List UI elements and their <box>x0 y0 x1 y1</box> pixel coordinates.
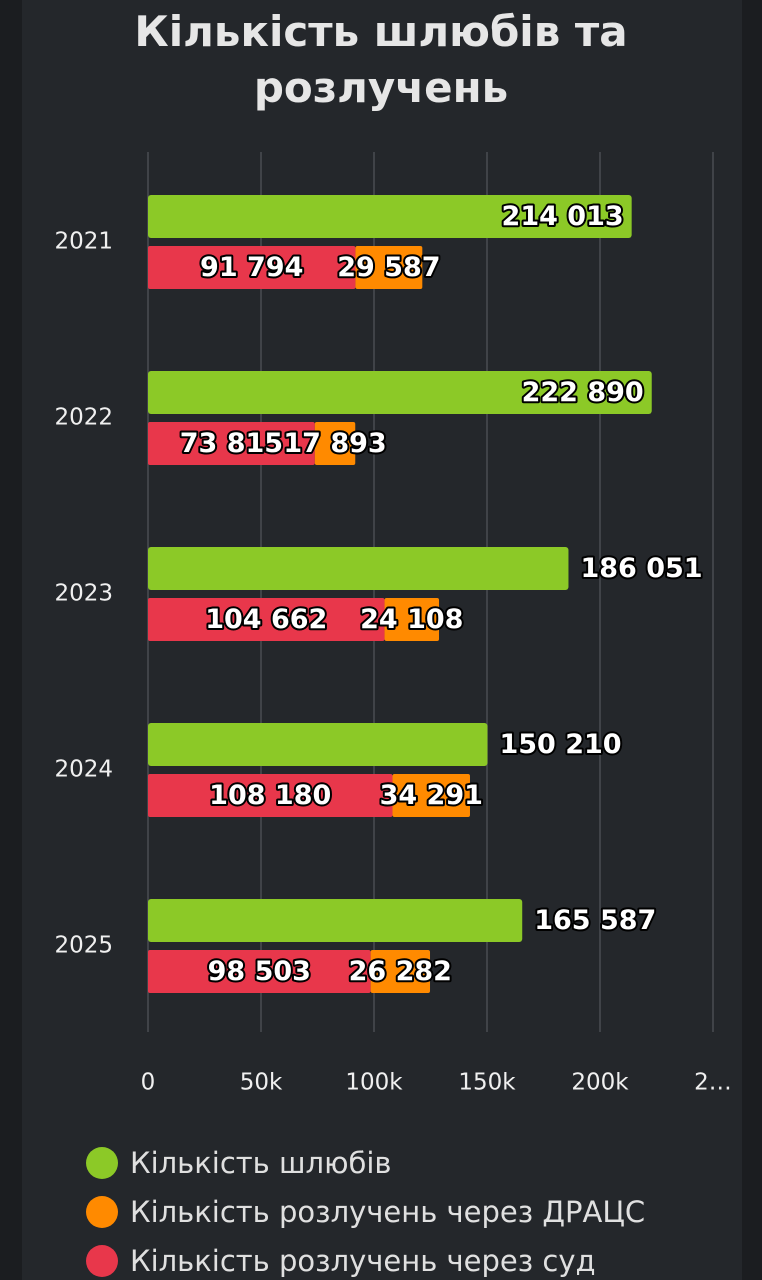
bar-segment <box>392 774 470 817</box>
bar-segment <box>355 246 423 289</box>
bar-segment <box>148 598 385 641</box>
bar-value-label: 165 587 <box>534 905 656 936</box>
x-tick-label: 0 <box>141 1070 156 1096</box>
bar-segment <box>148 774 393 817</box>
bar-value-label: 29 587 <box>337 252 440 283</box>
bar-segment <box>148 422 315 465</box>
legend-label: Кількість розлучень через суд <box>130 1244 596 1278</box>
x-tick-label: 200k <box>571 1070 629 1096</box>
legend-marker <box>86 1147 118 1179</box>
bar-segment <box>384 598 440 641</box>
bar-segment <box>370 950 431 993</box>
x-tick-label: 2… <box>694 1070 732 1096</box>
x-tick-label: 50k <box>240 1070 283 1096</box>
y-tick-label: 2021 <box>54 229 113 255</box>
bar <box>148 547 569 590</box>
bar-segment <box>314 422 356 465</box>
legend-marker <box>86 1196 118 1228</box>
bar-value-label: 73 815 <box>180 428 283 459</box>
bar-value-label: 17 893 <box>283 428 386 459</box>
legend-label: Кількість розлучень через ДРАЦС <box>130 1195 645 1229</box>
bar-value-label: 34 291 <box>380 780 483 811</box>
legend-marker <box>86 1245 118 1277</box>
y-tick-label: 2025 <box>54 933 113 959</box>
bar <box>148 899 523 942</box>
bar <box>148 195 632 238</box>
bar-value-label: 104 662 <box>205 604 327 635</box>
bar-value-label: 108 180 <box>209 780 331 811</box>
bar-value-label: 24 108 <box>360 604 463 635</box>
bar-value-label: 91 794 <box>200 252 303 283</box>
bar-value-label: 214 013 <box>502 201 624 232</box>
bar-value-label: 222 890 <box>522 377 644 408</box>
legend-label: Кількість шлюбів <box>130 1146 392 1180</box>
bar-value-label: 150 210 <box>499 729 621 760</box>
y-tick-label: 2022 <box>54 405 113 431</box>
bar <box>148 723 488 766</box>
bar-value-label: 26 282 <box>349 956 452 987</box>
x-tick-label: 150k <box>458 1070 516 1096</box>
bar <box>148 371 652 414</box>
bar-segment <box>148 246 356 289</box>
bar-segment <box>148 950 371 993</box>
bar-value-label: 186 051 <box>580 553 702 584</box>
y-tick-label: 2023 <box>54 581 113 607</box>
x-tick-label: 100k <box>345 1070 403 1096</box>
y-tick-label: 2024 <box>54 757 113 783</box>
bar-value-label: 98 503 <box>208 956 311 987</box>
chart-title: Кількість шлюбів та розлучень <box>134 7 628 112</box>
